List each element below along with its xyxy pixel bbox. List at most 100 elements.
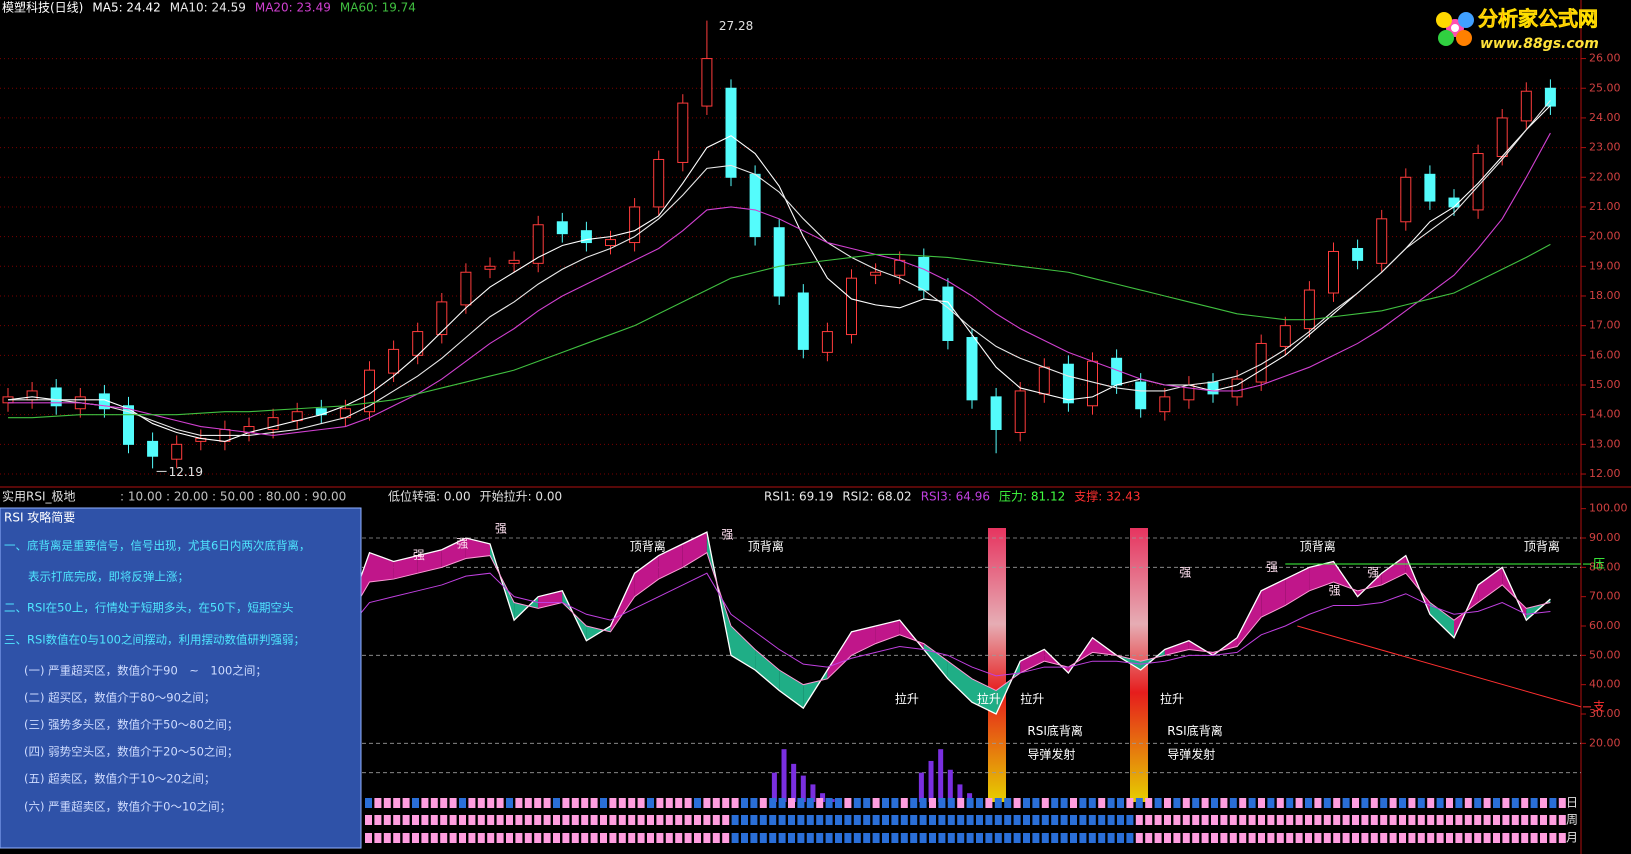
stripe-cell [430,833,438,843]
stripe-cell [1173,798,1181,808]
candle-body [773,227,785,297]
annotation: 强 [1266,560,1278,574]
logo-title: 分析家公式网 [1478,7,1598,31]
candle-body [508,259,520,264]
stripe-cell [1408,833,1416,843]
y-tick-label: 20.00 [1589,230,1621,243]
stripe-cell [1239,815,1247,825]
stripe-cell [891,815,899,825]
stripe-cell [788,815,795,825]
stripe-cell [1361,798,1369,808]
stripe-cell [1493,798,1500,808]
stripe-cell [1417,833,1425,843]
stripe-cell [637,798,645,808]
stripe-cell [994,815,1002,825]
stripe-cell [1192,815,1200,825]
candle-body [1062,363,1074,404]
stripe-cell [1530,815,1538,825]
stripe-cell [618,798,626,808]
stripe-cell [543,833,551,843]
stripe-cell [1558,815,1566,825]
stripe-cell [1521,833,1529,843]
stripe-cell [1502,833,1510,843]
stripe-cell [1258,833,1265,843]
stripe-cell [1023,833,1030,843]
annotation: 拉升 [1160,691,1184,706]
stripe-cell [383,798,391,808]
stripe-cell [966,833,974,843]
stripe-cell [797,815,805,825]
annotation: 强 [1179,566,1191,580]
stripe-cell [1239,833,1247,843]
y-tick-label: 18.00 [1589,289,1621,302]
stripe-cell [825,833,833,843]
stripe-cell [1088,798,1096,808]
stripe-cell [1286,833,1294,843]
stripe-cell [1436,833,1444,843]
stripe-cell [1389,833,1397,843]
stripe-cell [853,798,861,808]
stripe-cell [1455,815,1463,825]
annotation: 导弹发射 [1027,747,1075,762]
stripe-cell [994,798,1002,808]
rsi-band [417,549,442,574]
stripe-cell [1399,815,1406,825]
support-line [1297,625,1582,708]
candle-body [1303,289,1315,330]
stripe-cell [1135,815,1143,825]
stripe-cell [731,815,739,825]
stripe-cell [1436,798,1444,808]
stripe-cell [1135,833,1143,843]
candle-body [1135,381,1147,410]
stripe-cell [1088,815,1096,825]
stripe-cell [524,798,532,808]
stripe-cell [1276,815,1284,825]
stripe-cell [1342,833,1350,843]
stripe-cell [806,798,814,808]
stripe-cell [985,798,993,808]
legend-entry: 支撑: 32.43 [1074,489,1140,504]
stripe-cell [656,798,664,808]
stripe-cell [816,833,824,843]
rsi-band [441,538,466,568]
stripe-cell [1145,833,1153,843]
stripe-cell [1389,815,1397,825]
stripe-cell [1248,833,1256,843]
stripe-cell [1446,833,1453,843]
stripe-cell [609,815,617,825]
candle-body [1352,247,1364,261]
candle-body [629,206,641,244]
rsi-band [972,678,997,714]
stripe-cell [797,833,805,843]
rsi-band [947,661,972,703]
candle-body [50,387,62,407]
period-stripe [365,815,1566,825]
stripe-cell [900,833,908,843]
stripe-cell [825,798,833,808]
stripe-cell [1211,833,1218,843]
support-marker: 支 [1593,699,1605,713]
histogram-bar [771,772,777,802]
stripe-cell [1248,815,1256,825]
stripe-cell [1220,833,1228,843]
stripe-cell [703,798,711,808]
stripe-cell [1126,815,1134,825]
stripe-cell [1267,833,1275,843]
stripe-cell [1013,798,1021,808]
stripe-cell [1295,815,1303,825]
stripe-cell [675,815,683,825]
stripe-cell [412,798,419,808]
stripe-cell [872,798,880,808]
stripe-cell [1558,833,1566,843]
stripe-cell [1305,798,1312,808]
ma-line [8,100,1551,436]
histogram-bar [810,784,816,802]
stripe-cell [1295,798,1303,808]
signal-label: 开始拉升: 0.00 [480,489,563,504]
stripe-cell [543,798,551,808]
candle-body [1014,390,1026,433]
stripe-cell [938,815,946,825]
stripe-cell [600,815,607,825]
stripe-cell [835,798,842,808]
box-line: (二) 超买区，数值介于80～90之间； [24,691,215,705]
